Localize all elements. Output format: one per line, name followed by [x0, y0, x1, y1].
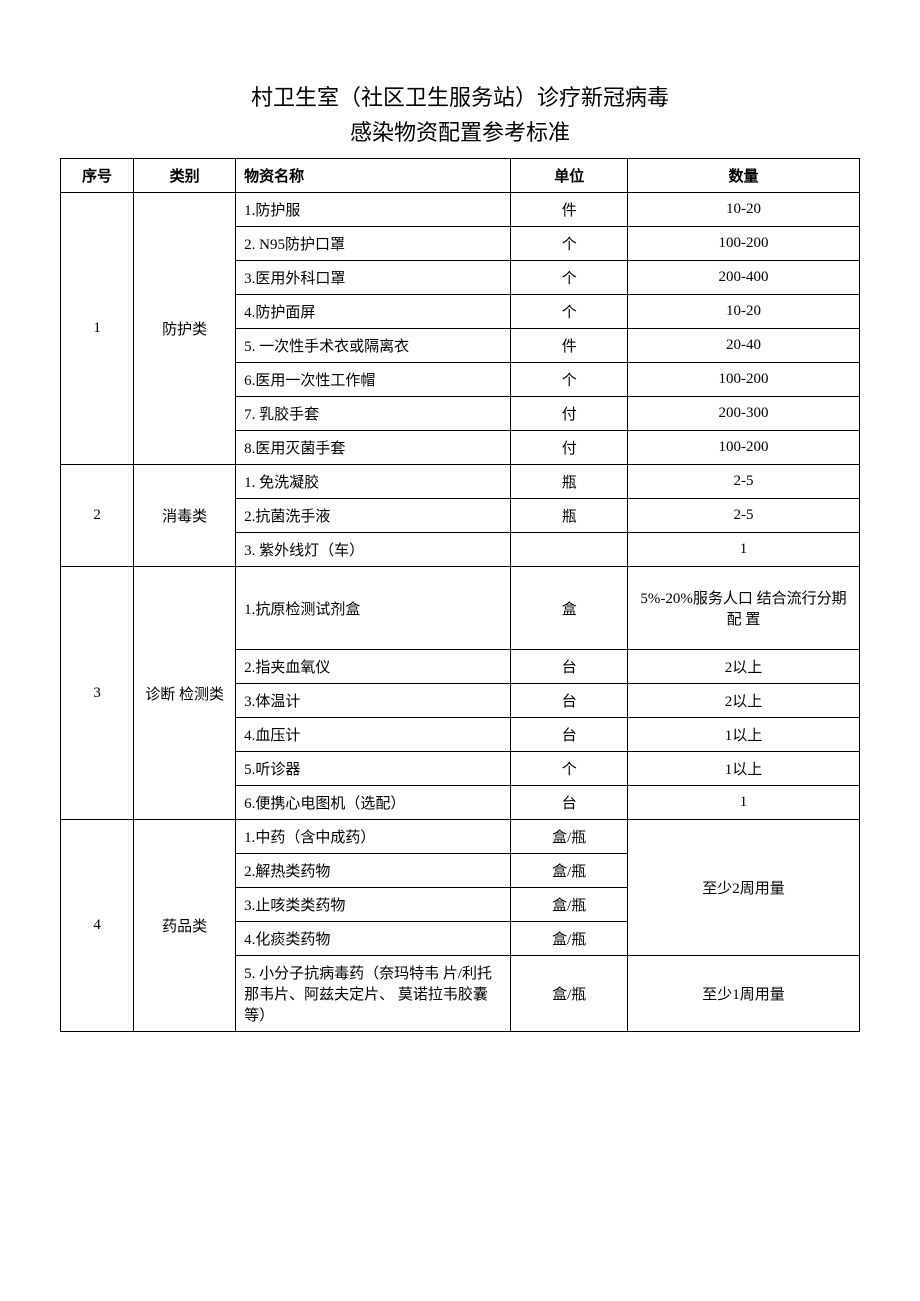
cell-qty: 1: [627, 533, 859, 567]
cell-name: 3.止咳类类药物: [236, 888, 511, 922]
cell-qty: 至少2周用量: [627, 820, 859, 956]
cell-qty: 200-300: [627, 397, 859, 431]
cell-qty: 2-5: [627, 465, 859, 499]
cell-qty: 2-5: [627, 499, 859, 533]
header-name: 物资名称: [236, 159, 511, 193]
table-row: 4 药品类 1.中药（含中成药） 盒/瓶 至少2周用量: [61, 820, 860, 854]
cell-name: 1.防护服: [236, 193, 511, 227]
cell-unit: 付: [511, 397, 627, 431]
cell-qty: 2以上: [627, 684, 859, 718]
cell-name: 3. 紫外线灯（车）: [236, 533, 511, 567]
table-row: 1 防护类 1.防护服 件 10-20: [61, 193, 860, 227]
cell-unit: [511, 533, 627, 567]
cell-name: 6.便携心电图机（选配）: [236, 786, 511, 820]
cell-unit: 瓶: [511, 465, 627, 499]
cell-unit: 盒: [511, 567, 627, 650]
cell-qty: 2以上: [627, 650, 859, 684]
cell-unit: 台: [511, 718, 627, 752]
cell-name: 3.医用外科口罩: [236, 261, 511, 295]
cell-unit: 盒/瓶: [511, 888, 627, 922]
cell-name: 2.解热类药物: [236, 854, 511, 888]
title-line2: 感染物资配置参考标准: [60, 115, 860, 150]
cell-unit: 个: [511, 261, 627, 295]
cell-unit: 盒/瓶: [511, 922, 627, 956]
cell-qty: 100-200: [627, 363, 859, 397]
cell-name: 5. 小分子抗病毒药（奈玛特韦 片/利托那韦片、阿兹夫定片、 莫诺拉韦胶囊等）: [236, 956, 511, 1032]
cell-qty: 10-20: [627, 193, 859, 227]
cell-category: 消毒类: [134, 465, 236, 567]
header-category: 类别: [134, 159, 236, 193]
cell-unit: 件: [511, 329, 627, 363]
cell-unit: 件: [511, 193, 627, 227]
table-row: 2 消毒类 1. 免洗凝胶 瓶 2-5: [61, 465, 860, 499]
cell-name: 4.化痰类药物: [236, 922, 511, 956]
cell-seq: 4: [61, 820, 134, 1032]
cell-unit: 盒/瓶: [511, 854, 627, 888]
cell-qty: 20-40: [627, 329, 859, 363]
table-body: 1 防护类 1.防护服 件 10-20 2. N95防护口罩 个 100-200…: [61, 193, 860, 1032]
title-line1: 村卫生室（社区卫生服务站）诊疗新冠病毒: [60, 80, 860, 115]
cell-unit: 个: [511, 227, 627, 261]
cell-qty: 100-200: [627, 431, 859, 465]
cell-name: 5.听诊器: [236, 752, 511, 786]
cell-qty: 5%-20%服务人口 结合流行分期配 置: [627, 567, 859, 650]
cell-name: 1.抗原检测试剂盒: [236, 567, 511, 650]
table-header-row: 序号 类别 物资名称 单位 数量: [61, 159, 860, 193]
cell-name: 4.防护面屏: [236, 295, 511, 329]
cell-unit: 付: [511, 431, 627, 465]
cell-unit: 台: [511, 684, 627, 718]
cell-name: 2.指夹血氧仪: [236, 650, 511, 684]
cell-qty: 100-200: [627, 227, 859, 261]
document-title: 村卫生室（社区卫生服务站）诊疗新冠病毒 感染物资配置参考标准: [60, 80, 860, 150]
cell-qty: 10-20: [627, 295, 859, 329]
cell-name: 6.医用一次性工作帽: [236, 363, 511, 397]
cell-seq: 2: [61, 465, 134, 567]
cell-seq: 1: [61, 193, 134, 465]
cell-unit: 台: [511, 650, 627, 684]
cell-unit: 盒/瓶: [511, 956, 627, 1032]
cell-category: 药品类: [134, 820, 236, 1032]
cell-category: 诊断 检测类: [134, 567, 236, 820]
cell-name: 3.体温计: [236, 684, 511, 718]
cell-qty: 1以上: [627, 752, 859, 786]
cell-unit: 个: [511, 752, 627, 786]
cell-unit: 瓶: [511, 499, 627, 533]
cell-name: 4.血压计: [236, 718, 511, 752]
cell-name: 2.抗菌洗手液: [236, 499, 511, 533]
cell-category: 防护类: [134, 193, 236, 465]
header-quantity: 数量: [627, 159, 859, 193]
supply-table: 序号 类别 物资名称 单位 数量 1 防护类 1.防护服 件 10-20 2. …: [60, 158, 860, 1032]
cell-name: 7. 乳胶手套: [236, 397, 511, 431]
cell-qty: 200-400: [627, 261, 859, 295]
cell-unit: 台: [511, 786, 627, 820]
cell-seq: 3: [61, 567, 134, 820]
cell-qty: 至少1周用量: [627, 956, 859, 1032]
cell-qty: 1以上: [627, 718, 859, 752]
header-unit: 单位: [511, 159, 627, 193]
cell-qty: 1: [627, 786, 859, 820]
cell-name: 1.中药（含中成药）: [236, 820, 511, 854]
cell-name: 2. N95防护口罩: [236, 227, 511, 261]
cell-unit: 个: [511, 363, 627, 397]
cell-name: 8.医用灭菌手套: [236, 431, 511, 465]
table-row: 3 诊断 检测类 1.抗原检测试剂盒 盒 5%-20%服务人口 结合流行分期配 …: [61, 567, 860, 650]
header-seq: 序号: [61, 159, 134, 193]
cell-unit: 盒/瓶: [511, 820, 627, 854]
cell-name: 5. 一次性手术衣或隔离衣: [236, 329, 511, 363]
cell-unit: 个: [511, 295, 627, 329]
cell-name: 1. 免洗凝胶: [236, 465, 511, 499]
